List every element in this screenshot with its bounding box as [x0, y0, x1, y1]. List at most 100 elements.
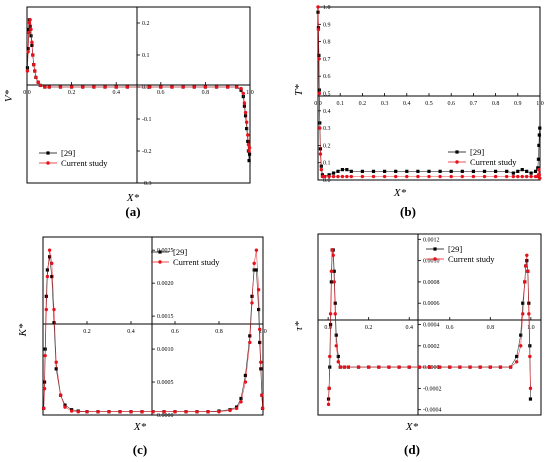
series-2-marker	[482, 174, 487, 179]
x-axis-title: X*	[393, 187, 407, 199]
series-1-marker	[247, 152, 252, 156]
series-2-marker	[260, 406, 265, 411]
series-2-marker	[43, 85, 47, 89]
series-1-marker	[505, 169, 509, 173]
series-2-marker	[54, 360, 58, 364]
y-tick-label: 0.0	[142, 85, 150, 91]
series-2-marker	[63, 405, 67, 409]
y-tick-label: 0.8	[323, 40, 331, 46]
series-2-marker	[203, 85, 208, 89]
series-1-marker	[537, 143, 541, 147]
series-2-marker	[242, 101, 247, 105]
series-2-marker	[521, 312, 525, 316]
series-2-marker	[537, 167, 541, 172]
series-2-marker	[85, 410, 89, 414]
series-2-marker	[322, 174, 327, 179]
series-2-marker	[394, 174, 398, 179]
x-tick-label: 0.2	[359, 101, 367, 107]
legend-marker-circle	[158, 260, 162, 264]
y-tick-label: 0.0004	[423, 323, 440, 329]
series-2-marker	[25, 69, 30, 73]
series-2-marker	[448, 365, 452, 369]
series-1-marker	[528, 397, 533, 401]
series-2-marker	[234, 85, 239, 89]
series-2-marker	[259, 360, 263, 364]
x-tick-label: 0.4	[127, 329, 135, 335]
series-2-marker	[214, 85, 219, 89]
series-2-marker	[103, 85, 107, 89]
series-2-marker	[508, 365, 513, 369]
series-2-marker	[34, 75, 38, 80]
series-1-marker	[516, 169, 520, 173]
x-tick-label: 1.0	[259, 329, 267, 335]
series-1-marker	[28, 24, 32, 28]
series-2-marker	[371, 174, 376, 179]
series-1-marker	[360, 169, 364, 173]
series-1-marker	[511, 171, 515, 175]
series-2-marker	[478, 365, 482, 369]
x-tick-label: 0.2	[365, 325, 373, 331]
series-2-marker	[511, 174, 516, 179]
series-2-marker	[345, 174, 349, 179]
series-2-marker	[449, 174, 453, 179]
x-tick-label: 0.1	[336, 101, 344, 107]
y-tick-label: 0.0000	[157, 413, 174, 419]
x-tick-label: 0.8	[487, 325, 495, 331]
legend-marker-circle	[433, 257, 437, 261]
y-axis-title: V*	[3, 89, 15, 102]
series-2-marker	[340, 174, 345, 179]
series-2-marker	[520, 174, 524, 179]
series-1-marker	[482, 169, 487, 173]
y-tick-label: 0.0006	[423, 301, 440, 307]
series-1-marker	[333, 301, 337, 305]
series-1-marker	[471, 169, 475, 173]
series-2-marker	[36, 80, 40, 84]
legend-entry-label: Current study	[173, 257, 220, 267]
series-2-marker	[514, 360, 519, 364]
series-1-marker	[494, 169, 498, 173]
x-tick-label: 0.8	[492, 101, 500, 107]
y-tick-label: -0.3	[142, 181, 152, 187]
y-tick-label: 0.0015	[157, 314, 174, 320]
series-1-marker	[383, 169, 387, 173]
series-1-marker	[54, 367, 58, 371]
series-1-marker	[247, 159, 251, 163]
x-tick-label: 1.0	[527, 325, 535, 331]
series-2-marker	[228, 408, 232, 413]
series-1-marker	[405, 169, 409, 173]
x-axis-title: X*	[126, 192, 140, 204]
series-2-marker	[239, 400, 243, 404]
x-tick-label: 0.0	[314, 101, 322, 107]
y-tick-label: 0.0012	[423, 237, 440, 243]
series-2-marker	[250, 301, 254, 305]
series-2-marker	[248, 340, 252, 345]
series-2-marker	[173, 410, 177, 414]
x-tick-label: 0.8	[202, 90, 210, 96]
y-tick-label: 0.2	[142, 21, 150, 27]
series-2-marker	[493, 174, 498, 179]
series-2-marker	[31, 62, 36, 67]
series-1-marker	[331, 171, 336, 175]
series-2-marker	[246, 142, 251, 147]
series-1-marker	[525, 169, 529, 173]
series-2-marker	[258, 327, 262, 331]
y-tick-label: 0.0010	[423, 259, 440, 265]
legend-marker-square	[158, 250, 162, 254]
series-1-marker	[449, 169, 453, 173]
legend-entry-label: Current study	[448, 254, 495, 264]
y-tick-label: 0.5	[323, 92, 331, 98]
series-2-marker	[342, 365, 347, 369]
series-1-marker	[538, 126, 542, 130]
panel-label-b: (b)	[400, 204, 416, 219]
y-axis-title: τ*	[293, 321, 305, 331]
y-tick-label: 0.4	[323, 109, 331, 115]
series-2-marker	[241, 91, 246, 96]
series-2-marker	[47, 85, 51, 89]
x-tick-label: 0.7	[470, 101, 478, 107]
series-2-marker	[118, 410, 122, 414]
series-2-marker	[318, 126, 322, 130]
series-1-line	[43, 256, 263, 413]
series-1-marker	[245, 127, 249, 131]
y-tick-label: 0.2	[323, 143, 331, 149]
